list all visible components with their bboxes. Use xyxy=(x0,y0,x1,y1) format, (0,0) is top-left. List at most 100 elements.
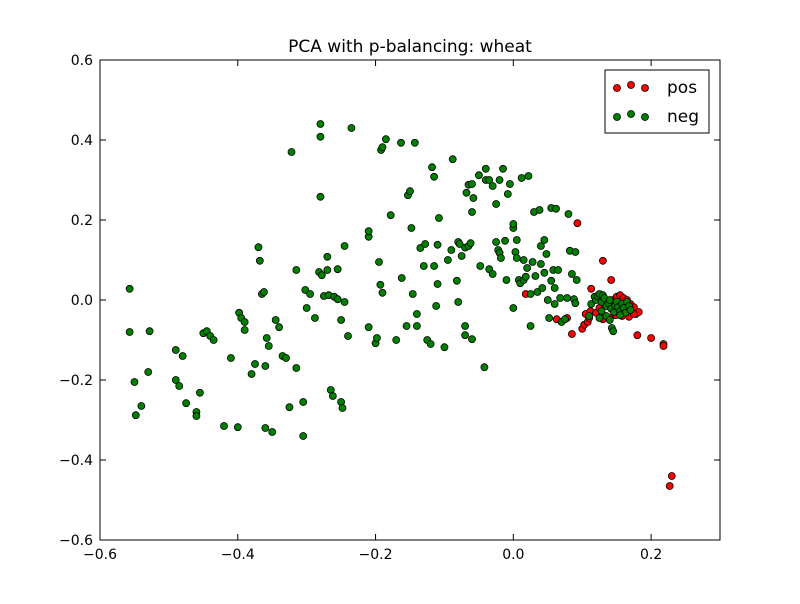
x-tick-label: −0.4 xyxy=(221,547,255,563)
data-point-pos xyxy=(665,482,674,490)
data-point-neg xyxy=(461,331,470,340)
y-tick-label: 0.0 xyxy=(71,293,93,309)
data-point-neg xyxy=(261,362,270,370)
data-point-neg xyxy=(316,132,325,141)
data-point-neg xyxy=(564,210,573,218)
data-point-neg xyxy=(412,322,421,330)
legend-box xyxy=(604,69,710,134)
data-point-neg xyxy=(468,208,476,216)
data-point-neg xyxy=(338,404,347,412)
data-point-neg xyxy=(585,312,594,320)
data-point-neg xyxy=(299,398,308,406)
data-point-neg xyxy=(240,318,249,326)
data-point-neg xyxy=(145,327,154,336)
legend-items: pos neg xyxy=(613,78,699,127)
legend-marker xyxy=(613,84,621,92)
legend-entry-neg: neg xyxy=(613,107,699,127)
points-layer xyxy=(125,120,676,490)
data-point-neg xyxy=(492,200,501,208)
data-point-neg xyxy=(426,340,435,348)
data-point-pos xyxy=(567,330,576,338)
data-point-neg xyxy=(261,424,270,432)
data-point-neg xyxy=(480,363,489,372)
data-point-neg xyxy=(220,422,228,430)
data-point-neg xyxy=(240,326,249,334)
data-point-neg xyxy=(526,290,535,298)
data-point-neg xyxy=(523,264,532,272)
data-point-neg xyxy=(397,138,405,147)
data-point-neg xyxy=(492,238,501,246)
data-point-neg xyxy=(542,250,551,258)
data-point-neg xyxy=(535,206,544,214)
data-point-neg xyxy=(550,284,559,292)
data-point-neg xyxy=(571,299,580,308)
data-point-neg xyxy=(517,174,526,182)
data-point-neg xyxy=(519,256,528,264)
data-point-neg xyxy=(410,138,419,147)
data-point-neg xyxy=(552,204,560,213)
data-point-neg xyxy=(526,322,535,330)
data-point-neg xyxy=(364,323,373,332)
data-point-neg xyxy=(254,243,263,252)
data-point-neg xyxy=(528,258,537,266)
data-point-neg xyxy=(412,310,421,318)
data-point-neg xyxy=(406,187,414,196)
data-point-pos xyxy=(647,334,656,342)
data-point-neg xyxy=(292,364,301,372)
data-point-neg xyxy=(271,316,280,324)
y-tick-label: −0.6 xyxy=(59,533,93,549)
y-tick-label: 0.2 xyxy=(71,213,93,229)
data-point-neg xyxy=(287,148,296,156)
data-point-pos xyxy=(659,342,668,350)
data-point-neg xyxy=(419,262,428,270)
data-point-neg xyxy=(408,290,417,298)
data-point-neg xyxy=(626,306,635,314)
data-point-neg xyxy=(364,227,373,236)
data-point-neg xyxy=(268,428,277,436)
data-point-neg xyxy=(233,423,242,432)
data-point-pos xyxy=(667,472,676,480)
data-point-neg xyxy=(452,276,461,285)
data-point-neg xyxy=(509,304,518,312)
data-point-neg xyxy=(567,270,576,278)
data-point-neg xyxy=(605,296,614,304)
data-point-neg xyxy=(209,336,218,344)
x-tick-label: −0.2 xyxy=(359,547,393,563)
data-point-neg xyxy=(328,392,337,400)
data-point-neg xyxy=(595,314,604,322)
data-point-neg xyxy=(337,316,346,324)
x-tick-label: 0.0 xyxy=(502,547,524,563)
data-point-pos xyxy=(607,276,616,284)
legend-marker xyxy=(627,81,635,89)
data-point-neg xyxy=(378,288,387,297)
data-point-neg xyxy=(433,280,442,288)
data-point-neg xyxy=(430,262,439,270)
data-point-neg xyxy=(306,290,315,298)
data-point-neg xyxy=(375,258,383,266)
data-point-neg xyxy=(497,254,505,262)
data-point-neg xyxy=(554,266,563,274)
data-point-neg xyxy=(407,224,416,232)
data-point-neg xyxy=(455,240,464,248)
data-point-neg xyxy=(130,378,139,386)
data-point-neg xyxy=(264,342,273,350)
data-point-neg xyxy=(275,323,284,332)
y-tick-label: −0.2 xyxy=(59,373,93,389)
data-point-neg xyxy=(125,284,134,293)
data-point-neg xyxy=(299,432,308,440)
data-point-neg xyxy=(251,360,259,368)
data-point-neg xyxy=(543,296,552,304)
data-point-neg xyxy=(524,172,533,180)
data-point-neg xyxy=(292,266,301,274)
data-point-neg xyxy=(550,300,559,308)
legend-entry-pos: pos xyxy=(613,78,697,98)
data-point-neg xyxy=(421,240,430,248)
data-point-neg xyxy=(317,271,326,280)
data-point-neg xyxy=(285,403,294,412)
data-point-neg xyxy=(540,236,549,244)
data-point-neg xyxy=(323,266,332,274)
data-point-neg xyxy=(457,252,466,260)
x-tick-label: 0.2 xyxy=(640,547,662,563)
legend-marker xyxy=(641,113,649,121)
